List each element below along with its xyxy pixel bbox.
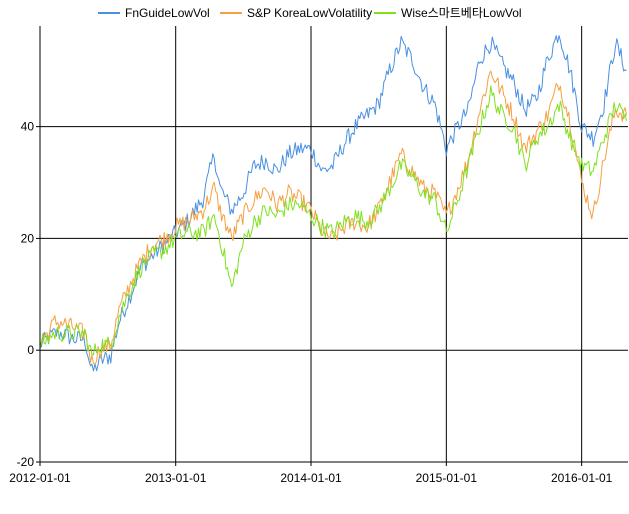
- y-tick-label: 0: [27, 343, 34, 357]
- x-tick-label: 2012-01-01: [9, 471, 71, 485]
- legend: FnGuideLowVol S&P KoreaLowVolatility Wise스…: [98, 6, 522, 20]
- x-axis-ticks: 2012-01-01 2013-01-01 2014-01-01 2015-01-01…: [9, 462, 613, 485]
- legend-label-2: Wise스마트베타LowVol: [401, 6, 522, 20]
- legend-label-1: S&P KoreaLowVolatility: [247, 6, 372, 20]
- series-line-2: [39, 85, 627, 356]
- y-tick-label: 20: [21, 231, 35, 245]
- grid: [39, 26, 628, 463]
- legend-label-0: FnGuideLowVol: [125, 6, 210, 20]
- x-tick-label: 2015-01-01: [416, 471, 478, 485]
- series-layer: [39, 35, 627, 372]
- y-axis-ticks: -20 0 20 40: [17, 120, 40, 469]
- series-line-0: [39, 35, 627, 372]
- y-tick-label: -20: [17, 455, 35, 469]
- series-line-1: [39, 70, 627, 366]
- x-tick-label: 2014-01-01: [280, 471, 342, 485]
- x-tick-label: 2013-01-01: [145, 471, 207, 485]
- y-tick-label: 40: [21, 120, 35, 134]
- axes: [39, 26, 628, 463]
- x-tick-label: 2016-01-01: [551, 471, 613, 485]
